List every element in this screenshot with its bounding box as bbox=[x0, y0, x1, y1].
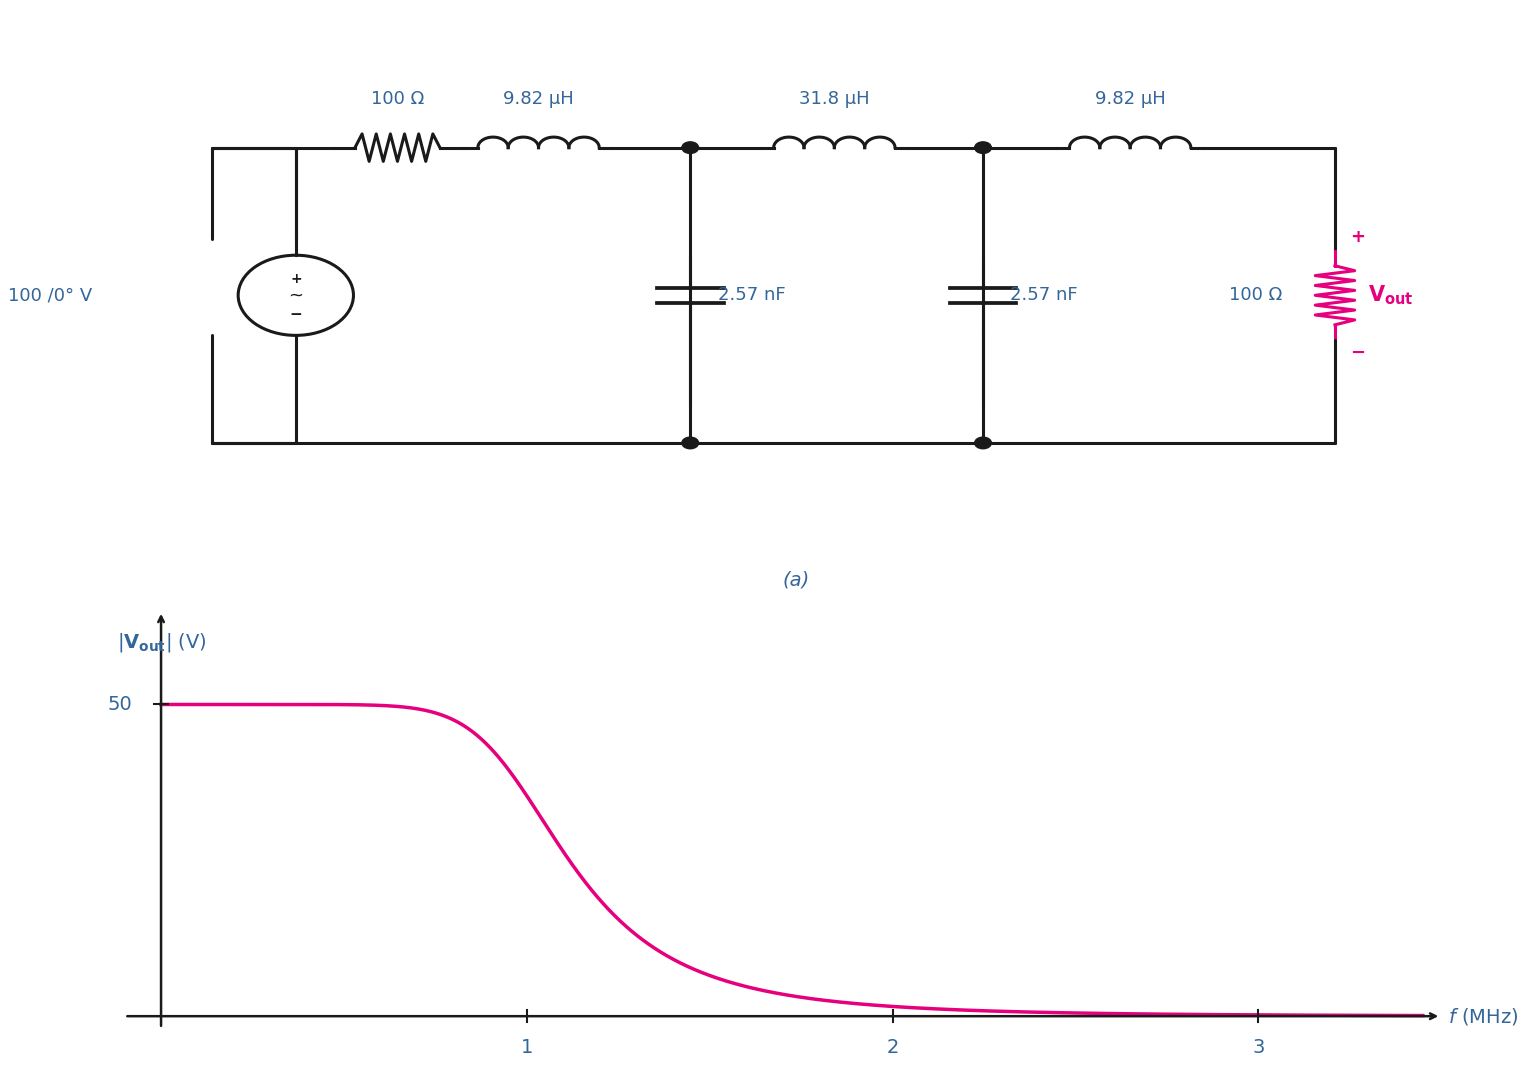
Text: 2.57 nF: 2.57 nF bbox=[718, 286, 786, 304]
Text: +: + bbox=[290, 273, 302, 287]
Text: −: − bbox=[290, 307, 302, 322]
Text: 100 /0° V: 100 /0° V bbox=[8, 286, 93, 304]
Text: 31.8 μH: 31.8 μH bbox=[799, 89, 869, 108]
Text: 2: 2 bbox=[886, 1038, 898, 1057]
Text: +: + bbox=[1350, 228, 1365, 247]
Text: 50: 50 bbox=[108, 695, 132, 714]
Circle shape bbox=[683, 142, 698, 154]
Text: 100 Ω: 100 Ω bbox=[370, 89, 425, 108]
Text: (a): (a) bbox=[783, 571, 810, 589]
Text: −: − bbox=[1350, 345, 1365, 362]
Circle shape bbox=[975, 437, 992, 448]
Text: 1: 1 bbox=[520, 1038, 532, 1057]
Text: 100 Ω: 100 Ω bbox=[1229, 286, 1282, 304]
Text: 3: 3 bbox=[1252, 1038, 1265, 1057]
Text: $\mathbf{V_{out}}$: $\mathbf{V_{out}}$ bbox=[1368, 284, 1414, 307]
Text: $f$ (MHz): $f$ (MHz) bbox=[1449, 1006, 1517, 1027]
Text: 9.82 μH: 9.82 μH bbox=[1095, 89, 1165, 108]
Text: ~: ~ bbox=[288, 286, 303, 304]
Circle shape bbox=[975, 142, 992, 154]
Text: $|\mathbf{V_{out}}|$ (V): $|\mathbf{V_{out}}|$ (V) bbox=[117, 632, 206, 655]
Text: 2.57 nF: 2.57 nF bbox=[1010, 286, 1079, 304]
Text: 9.82 μH: 9.82 μH bbox=[504, 89, 573, 108]
Circle shape bbox=[683, 437, 698, 448]
